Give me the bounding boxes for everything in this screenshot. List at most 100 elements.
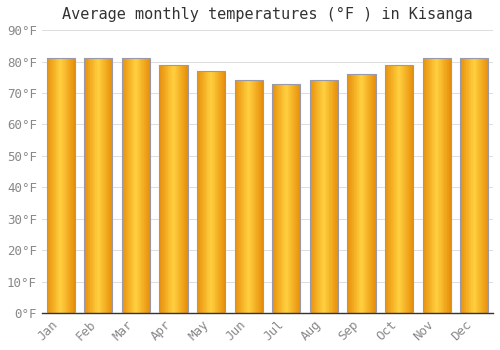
Bar	[65, 58, 66, 313]
Bar	[246, 80, 247, 313]
Bar	[238, 80, 239, 313]
Bar	[477, 58, 478, 313]
Bar	[69, 58, 70, 313]
Bar	[465, 58, 466, 313]
Bar	[317, 80, 318, 313]
Bar	[348, 74, 350, 313]
Bar	[91, 58, 92, 313]
Bar	[363, 74, 364, 313]
Bar	[412, 65, 413, 313]
Bar	[354, 74, 355, 313]
Bar	[60, 58, 62, 313]
Bar	[197, 71, 198, 313]
Bar	[219, 71, 220, 313]
Bar	[212, 71, 213, 313]
Bar	[182, 65, 184, 313]
Bar	[213, 71, 214, 313]
Bar	[467, 58, 468, 313]
Bar	[178, 65, 179, 313]
Bar	[353, 74, 354, 313]
Bar	[431, 58, 432, 313]
Bar	[318, 80, 319, 313]
Bar	[258, 80, 259, 313]
Bar	[50, 58, 51, 313]
Bar	[398, 65, 399, 313]
Bar	[484, 58, 485, 313]
Bar	[321, 80, 322, 313]
Bar	[291, 84, 292, 313]
Bar	[296, 84, 297, 313]
Bar	[216, 71, 218, 313]
Bar	[94, 58, 96, 313]
Bar	[486, 58, 487, 313]
Bar	[240, 80, 241, 313]
Bar	[241, 80, 242, 313]
Bar	[142, 58, 143, 313]
Bar	[199, 71, 200, 313]
Bar	[397, 65, 398, 313]
Bar	[256, 80, 257, 313]
Bar	[90, 58, 91, 313]
Bar	[460, 58, 461, 313]
Bar	[250, 80, 252, 313]
Bar	[221, 71, 222, 313]
Bar	[204, 71, 206, 313]
Bar	[325, 80, 326, 313]
Bar	[410, 65, 411, 313]
Bar	[443, 58, 444, 313]
Bar	[187, 65, 188, 313]
Bar	[290, 84, 291, 313]
Bar	[148, 58, 149, 313]
Bar	[48, 58, 50, 313]
Bar	[128, 58, 129, 313]
Bar	[362, 74, 363, 313]
Bar	[138, 58, 140, 313]
Bar	[110, 58, 111, 313]
Bar	[424, 58, 426, 313]
Bar	[299, 84, 300, 313]
Bar	[123, 58, 124, 313]
Bar	[71, 58, 72, 313]
Bar	[438, 58, 439, 313]
Bar	[322, 80, 323, 313]
Bar	[447, 58, 448, 313]
Bar	[210, 71, 211, 313]
Bar	[279, 84, 280, 313]
Bar	[368, 74, 369, 313]
Bar	[399, 65, 400, 313]
Bar	[184, 65, 186, 313]
Bar	[85, 58, 86, 313]
Bar	[426, 58, 427, 313]
Bar	[108, 58, 109, 313]
Bar	[54, 58, 55, 313]
Bar	[404, 65, 406, 313]
Bar	[211, 71, 212, 313]
Bar	[275, 84, 276, 313]
Bar	[478, 58, 479, 313]
Bar	[220, 71, 221, 313]
Bar	[394, 65, 395, 313]
Title: Average monthly temperatures (°F ) in Kisanga: Average monthly temperatures (°F ) in Ki…	[62, 7, 472, 22]
Bar	[429, 58, 430, 313]
Bar	[255, 80, 256, 313]
Bar	[145, 58, 146, 313]
Bar	[408, 65, 409, 313]
Bar	[162, 65, 163, 313]
Bar	[360, 74, 362, 313]
Bar	[440, 58, 441, 313]
Bar	[141, 58, 142, 313]
Bar	[387, 65, 388, 313]
Bar	[474, 58, 475, 313]
Bar	[337, 80, 338, 313]
Bar	[367, 74, 368, 313]
Bar	[223, 71, 224, 313]
Bar	[485, 58, 486, 313]
Bar	[422, 58, 424, 313]
Bar	[214, 71, 216, 313]
Bar	[98, 58, 99, 313]
Bar	[285, 84, 286, 313]
Bar	[140, 58, 141, 313]
Bar	[186, 65, 187, 313]
Bar	[330, 80, 331, 313]
Bar	[466, 58, 467, 313]
